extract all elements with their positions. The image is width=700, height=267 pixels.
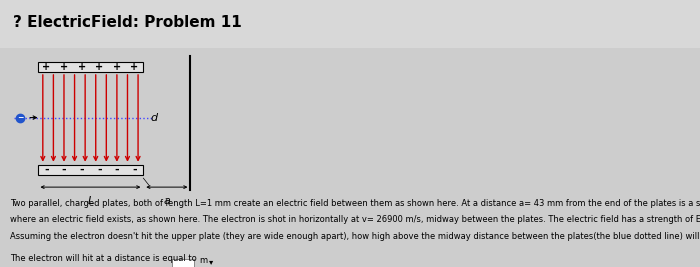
Text: d: d bbox=[150, 113, 158, 123]
Bar bbox=[38, 61, 144, 72]
Text: +: + bbox=[130, 62, 139, 72]
Text: ? ElectricField: Problem 11: ? ElectricField: Problem 11 bbox=[13, 15, 241, 30]
Text: +: + bbox=[95, 62, 104, 72]
Text: +: + bbox=[78, 62, 85, 72]
Text: +: + bbox=[113, 62, 121, 72]
Text: m: m bbox=[199, 256, 208, 265]
Text: -: - bbox=[79, 165, 84, 175]
Text: Assuming the electron doesn't hit the upper plate (they are wide enough apart), : Assuming the electron doesn't hit the up… bbox=[10, 232, 700, 241]
Text: L: L bbox=[88, 196, 94, 206]
Text: a: a bbox=[163, 196, 170, 206]
Text: +: + bbox=[42, 62, 50, 72]
Text: -: - bbox=[44, 165, 49, 175]
Text: where an electric field exists, as shown here. The electron is shot in horizonta: where an electric field exists, as shown… bbox=[10, 215, 700, 225]
Text: −: − bbox=[17, 113, 23, 122]
Bar bbox=[38, 165, 144, 175]
Text: -: - bbox=[62, 165, 66, 175]
Text: +: + bbox=[60, 62, 68, 72]
Text: Two parallel, charged plates, both of length L=1 mm create an electric field bet: Two parallel, charged plates, both of le… bbox=[10, 199, 700, 208]
Text: -: - bbox=[97, 165, 102, 175]
Text: The electron will hit at a distance is equal to: The electron will hit at a distance is e… bbox=[10, 254, 197, 262]
Text: -: - bbox=[115, 165, 119, 175]
Text: -: - bbox=[132, 165, 137, 175]
Text: ▾: ▾ bbox=[209, 258, 214, 266]
